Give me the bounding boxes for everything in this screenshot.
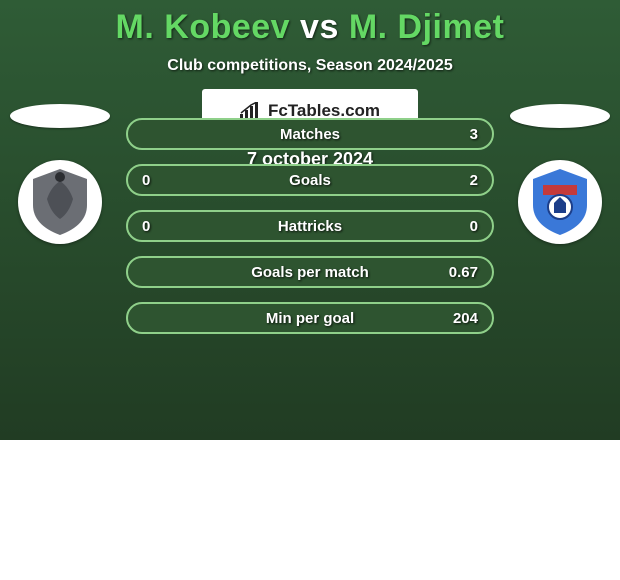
player2-club-badge (518, 160, 602, 244)
minsk-crest-icon (529, 167, 591, 237)
stat-right-value: 0 (470, 218, 478, 235)
stat-row: 0 Goals 2 (126, 164, 494, 196)
stat-rows: Matches 3 0 Goals 2 0 Hattricks 0 Goals per matc… (110, 104, 510, 334)
stat-left-value: 0 (142, 218, 150, 235)
stat-label: Matches (280, 126, 340, 143)
comparison-body: Matches 3 0 Goals 2 0 Hattricks 0 Goals per matc… (0, 104, 620, 334)
player1-club-badge (18, 160, 102, 244)
right-column (510, 104, 610, 244)
stat-left-value: 0 (142, 172, 150, 189)
isloch-crest-icon (29, 167, 91, 237)
stat-right-value: 3 (470, 126, 478, 143)
subtitle: Club competitions, Season 2024/2025 (0, 57, 620, 75)
stat-label: Hattricks (278, 218, 342, 235)
stat-row: Matches 3 (126, 118, 494, 150)
stat-right-value: 0.67 (449, 264, 478, 281)
player1-photo (10, 104, 110, 128)
comparison-card: M. Kobeev vs M. Djimet Club competitions… (0, 0, 620, 440)
player2-name: M. Djimet (349, 8, 505, 46)
left-column (10, 104, 110, 244)
stat-label: Goals per match (251, 264, 369, 281)
stat-row: 0 Hattricks 0 (126, 210, 494, 242)
stat-label: Goals (289, 172, 331, 189)
stat-right-value: 2 (470, 172, 478, 189)
player2-photo (510, 104, 610, 128)
stat-row: Min per goal 204 (126, 302, 494, 334)
player1-name: M. Kobeev (116, 8, 291, 46)
vs-word: vs (300, 8, 339, 46)
page-title: M. Kobeev vs M. Djimet (0, 8, 620, 47)
stat-row: Goals per match 0.67 (126, 256, 494, 288)
stat-right-value: 204 (453, 310, 478, 327)
stat-label: Min per goal (266, 310, 354, 327)
